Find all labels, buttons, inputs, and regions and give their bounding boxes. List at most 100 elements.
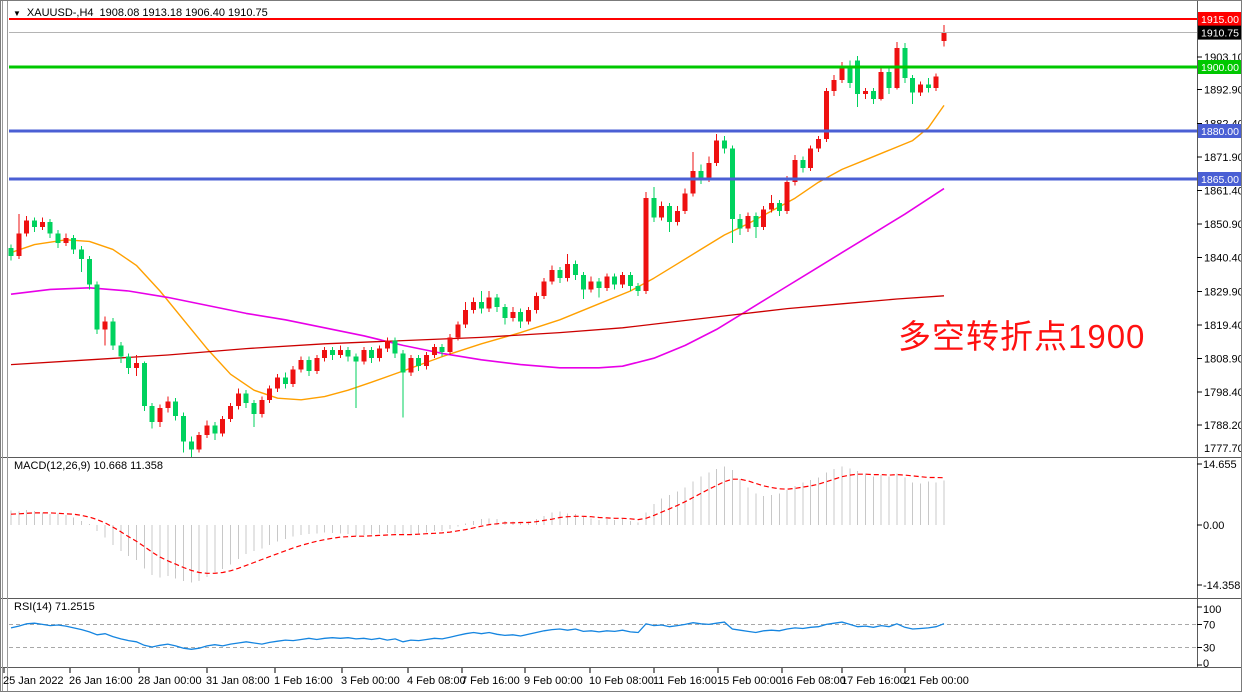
time-label: 9 Feb 00:00 xyxy=(524,675,583,687)
time-label: 15 Feb 00:00 xyxy=(717,675,782,687)
candle xyxy=(259,399,265,415)
candle xyxy=(55,233,61,243)
candle xyxy=(502,307,508,319)
moving-averages-layer xyxy=(10,104,945,401)
price-tick-label: 1829.90 xyxy=(1204,286,1242,298)
candle xyxy=(588,281,594,290)
candle xyxy=(463,310,469,325)
candle xyxy=(71,238,77,250)
candle xyxy=(659,206,665,218)
candle xyxy=(682,193,688,211)
time-label: 3 Feb 00:00 xyxy=(341,675,400,687)
candle xyxy=(282,377,288,384)
candle xyxy=(439,347,445,352)
candle xyxy=(251,403,257,415)
candle xyxy=(808,148,814,168)
candle xyxy=(612,276,618,285)
level-lines-layer[interactable] xyxy=(9,18,1197,181)
candle xyxy=(267,388,273,400)
time-label: 28 Jan 00:00 xyxy=(138,675,202,687)
price-tick-label: 1788.20 xyxy=(1204,420,1242,432)
price-tick-label: 1861.40 xyxy=(1204,186,1242,198)
candle xyxy=(94,284,100,330)
time-label: 7 Feb 16:00 xyxy=(461,675,520,687)
price-badge-label: 1915.00 xyxy=(1201,14,1239,26)
candle xyxy=(870,91,876,99)
candle xyxy=(361,350,367,362)
price-badge-label: 1910.75 xyxy=(1201,28,1239,40)
time-label: 1 Feb 16:00 xyxy=(274,675,333,687)
candle xyxy=(243,393,249,403)
ma-fast-orange xyxy=(10,104,945,401)
candle xyxy=(471,302,477,311)
rsi-panel: 100 70 30 0 xyxy=(9,604,1221,670)
ohlc-values: 1908.08 1913.18 1906.40 1910.75 xyxy=(99,7,268,19)
price-axis: 1903.101892.901882.401871.901861.401850.… xyxy=(1197,12,1242,455)
candle xyxy=(118,345,124,357)
price-badge xyxy=(1198,172,1241,186)
candle xyxy=(784,182,790,211)
candle xyxy=(79,249,85,259)
ma-slow-darkred xyxy=(10,295,945,366)
symbol-dropdown-icon[interactable]: ▼ xyxy=(13,8,21,18)
time-axis: 25 Jan 2022 26 Jan 16:00 28 Jan 00:00 31 Ja… xyxy=(3,668,969,687)
candle xyxy=(667,206,673,223)
time-label: 26 Jan 16:00 xyxy=(69,675,133,687)
rsi-indicator-label: RSI(14) 71.2515 xyxy=(14,601,95,613)
candle xyxy=(384,340,390,349)
candle xyxy=(510,311,516,319)
candle xyxy=(525,310,531,322)
candle xyxy=(188,441,194,450)
candle xyxy=(769,203,774,210)
candle xyxy=(721,140,727,149)
price-badge-label: 1900.00 xyxy=(1201,62,1239,74)
candle xyxy=(126,356,132,368)
candle xyxy=(627,275,633,287)
candle xyxy=(86,259,92,285)
candle xyxy=(141,363,147,407)
candle xyxy=(549,270,555,282)
candle xyxy=(847,65,853,83)
candle xyxy=(745,215,751,229)
candle xyxy=(408,358,414,373)
candle xyxy=(149,406,155,423)
rsi-scale-label: 100 xyxy=(1203,604,1221,616)
candle xyxy=(800,159,806,168)
rsi-scale-label: 70 xyxy=(1203,619,1215,631)
candle xyxy=(322,350,328,359)
candle xyxy=(133,363,139,368)
candle xyxy=(690,171,696,194)
candle xyxy=(314,358,320,371)
candle xyxy=(620,275,625,285)
candle xyxy=(925,84,931,88)
candle xyxy=(557,270,563,279)
candle xyxy=(345,350,351,357)
price-badge-label: 1865.00 xyxy=(1201,174,1239,186)
price-tick-label: 1777.70 xyxy=(1204,443,1242,455)
macd-scale-label: 0.00 xyxy=(1203,520,1224,532)
macd-signal-line xyxy=(10,473,945,574)
candle xyxy=(878,71,884,99)
candle xyxy=(729,148,735,219)
candle xyxy=(228,406,233,419)
time-label: 16 Feb 08:00 xyxy=(781,675,846,687)
ma-mid-magenta xyxy=(10,187,945,369)
candle xyxy=(392,340,398,354)
candle xyxy=(298,359,304,370)
candles-layer xyxy=(8,24,947,457)
time-label: 25 Jan 2022 xyxy=(3,675,64,687)
candle xyxy=(369,350,375,359)
candle xyxy=(863,91,869,95)
price-badge-label: 1880.00 xyxy=(1201,126,1239,138)
annotation-text: 多空转折点1900 xyxy=(898,318,1146,355)
candle xyxy=(933,76,939,88)
candle xyxy=(910,78,916,93)
candle xyxy=(478,302,484,309)
candle xyxy=(792,159,798,183)
candle xyxy=(431,347,437,355)
candle xyxy=(494,297,500,307)
candle xyxy=(329,350,335,355)
time-label: 31 Jan 08:00 xyxy=(206,675,270,687)
candle xyxy=(941,32,947,42)
